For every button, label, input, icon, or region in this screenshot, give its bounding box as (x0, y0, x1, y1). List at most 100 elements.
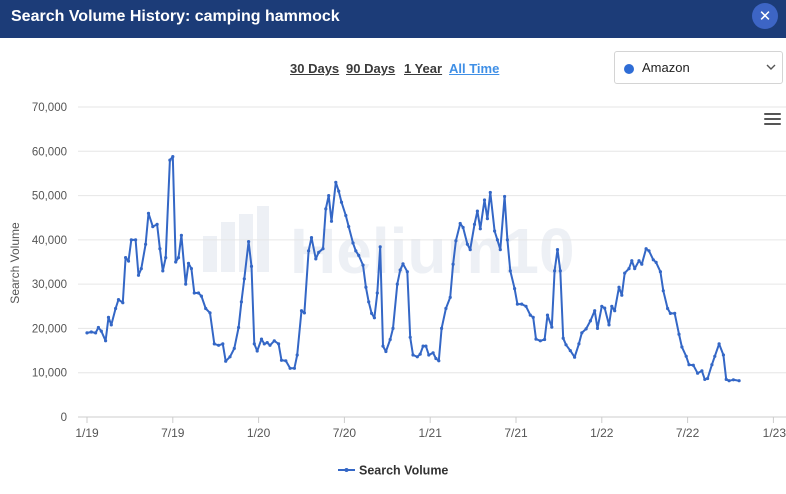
data-point[interactable] (724, 377, 728, 381)
data-point[interactable] (144, 242, 148, 246)
data-point[interactable] (706, 376, 710, 381)
data-point[interactable] (249, 264, 254, 268)
data-point[interactable] (458, 221, 462, 226)
data-point[interactable] (482, 198, 487, 202)
data-point[interactable] (721, 353, 726, 357)
data-point[interactable] (703, 377, 707, 381)
data-point[interactable] (680, 345, 684, 349)
data-point[interactable] (124, 256, 128, 260)
data-point[interactable] (321, 247, 325, 251)
data-point[interactable] (727, 379, 731, 383)
data-point[interactable] (737, 379, 741, 383)
data-point[interactable] (179, 233, 183, 237)
data-point[interactable] (279, 358, 284, 362)
range-1-year-button[interactable]: 1 Year (404, 61, 443, 76)
data-point[interactable] (307, 249, 311, 253)
data-point[interactable] (713, 354, 717, 358)
data-point[interactable] (691, 363, 695, 367)
data-point[interactable] (545, 313, 550, 317)
data-point[interactable] (136, 273, 141, 277)
data-point[interactable] (208, 311, 212, 315)
data-point[interactable] (334, 180, 338, 184)
data-point[interactable] (104, 339, 108, 343)
data-point[interactable] (384, 349, 388, 354)
data-point[interactable] (478, 227, 482, 231)
data-point[interactable] (114, 306, 118, 311)
data-point[interactable] (329, 219, 334, 223)
data-point[interactable] (186, 261, 191, 265)
data-point[interactable] (221, 342, 225, 346)
data-point[interactable] (418, 352, 422, 356)
data-point[interactable] (644, 247, 648, 251)
data-point[interactable] (505, 238, 509, 242)
data-point[interactable] (684, 354, 688, 358)
data-point[interactable] (411, 353, 415, 357)
data-point[interactable] (184, 282, 188, 286)
data-point[interactable] (106, 315, 111, 319)
data-point[interactable] (440, 326, 444, 330)
data-point[interactable] (543, 337, 547, 342)
data-point[interactable] (94, 331, 98, 335)
data-point[interactable] (431, 351, 435, 355)
data-point[interactable] (647, 249, 651, 253)
data-point[interactable] (434, 356, 438, 361)
data-point[interactable] (461, 225, 465, 230)
data-point[interactable] (109, 323, 113, 327)
data-point[interactable] (498, 248, 502, 252)
data-point[interactable] (520, 302, 524, 306)
close-icon[interactable]: ✕ (752, 3, 778, 29)
data-point[interactable] (573, 355, 577, 359)
data-point[interactable] (595, 326, 600, 330)
data-point[interactable] (347, 225, 351, 229)
data-point[interactable] (199, 294, 203, 298)
chart-legend[interactable]: Search Volume (338, 464, 448, 478)
data-point[interactable] (381, 344, 385, 348)
data-point[interactable] (121, 301, 125, 305)
data-point[interactable] (164, 256, 168, 260)
data-point[interactable] (161, 269, 165, 273)
data-point[interactable] (717, 342, 721, 346)
data-point[interactable] (126, 259, 131, 263)
data-point[interactable] (528, 313, 532, 317)
data-point[interactable] (134, 238, 138, 242)
data-point[interactable] (448, 295, 452, 299)
data-point[interactable] (408, 335, 412, 339)
data-point[interactable] (224, 359, 228, 363)
data-point[interactable] (405, 270, 409, 274)
data-point[interactable] (85, 331, 89, 335)
data-point[interactable] (247, 240, 251, 244)
data-point[interactable] (401, 262, 405, 266)
hamburger-menu-icon[interactable] (764, 113, 781, 127)
data-point[interactable] (468, 248, 472, 252)
data-point[interactable] (493, 229, 497, 233)
data-point[interactable] (593, 309, 597, 313)
data-point[interactable] (710, 363, 714, 367)
data-point[interactable] (444, 306, 448, 311)
data-point[interactable] (658, 270, 663, 274)
data-point[interactable] (577, 342, 581, 346)
data-point[interactable] (99, 329, 103, 333)
data-point[interactable] (288, 366, 292, 370)
data-point[interactable] (661, 289, 665, 293)
data-point[interactable] (415, 355, 419, 359)
data-point[interactable] (613, 309, 617, 313)
data-point[interactable] (357, 253, 361, 257)
range-all-time-button[interactable]: All Time (449, 61, 500, 76)
data-point[interactable] (568, 349, 572, 353)
data-point[interactable] (324, 207, 328, 211)
data-point[interactable] (451, 262, 455, 266)
data-point[interactable] (398, 268, 402, 272)
data-point[interactable] (284, 359, 288, 363)
data-point[interactable] (367, 300, 371, 304)
data-point[interactable] (351, 241, 355, 245)
data-point[interactable] (239, 300, 243, 304)
data-point[interactable] (327, 194, 331, 198)
data-point[interactable] (129, 238, 133, 242)
data-point[interactable] (228, 355, 232, 359)
data-point[interactable] (242, 277, 246, 281)
data-point[interactable] (508, 269, 512, 273)
data-point[interactable] (637, 259, 641, 263)
data-point[interactable] (437, 359, 441, 363)
data-point[interactable] (176, 256, 181, 260)
data-point[interactable] (696, 371, 700, 375)
